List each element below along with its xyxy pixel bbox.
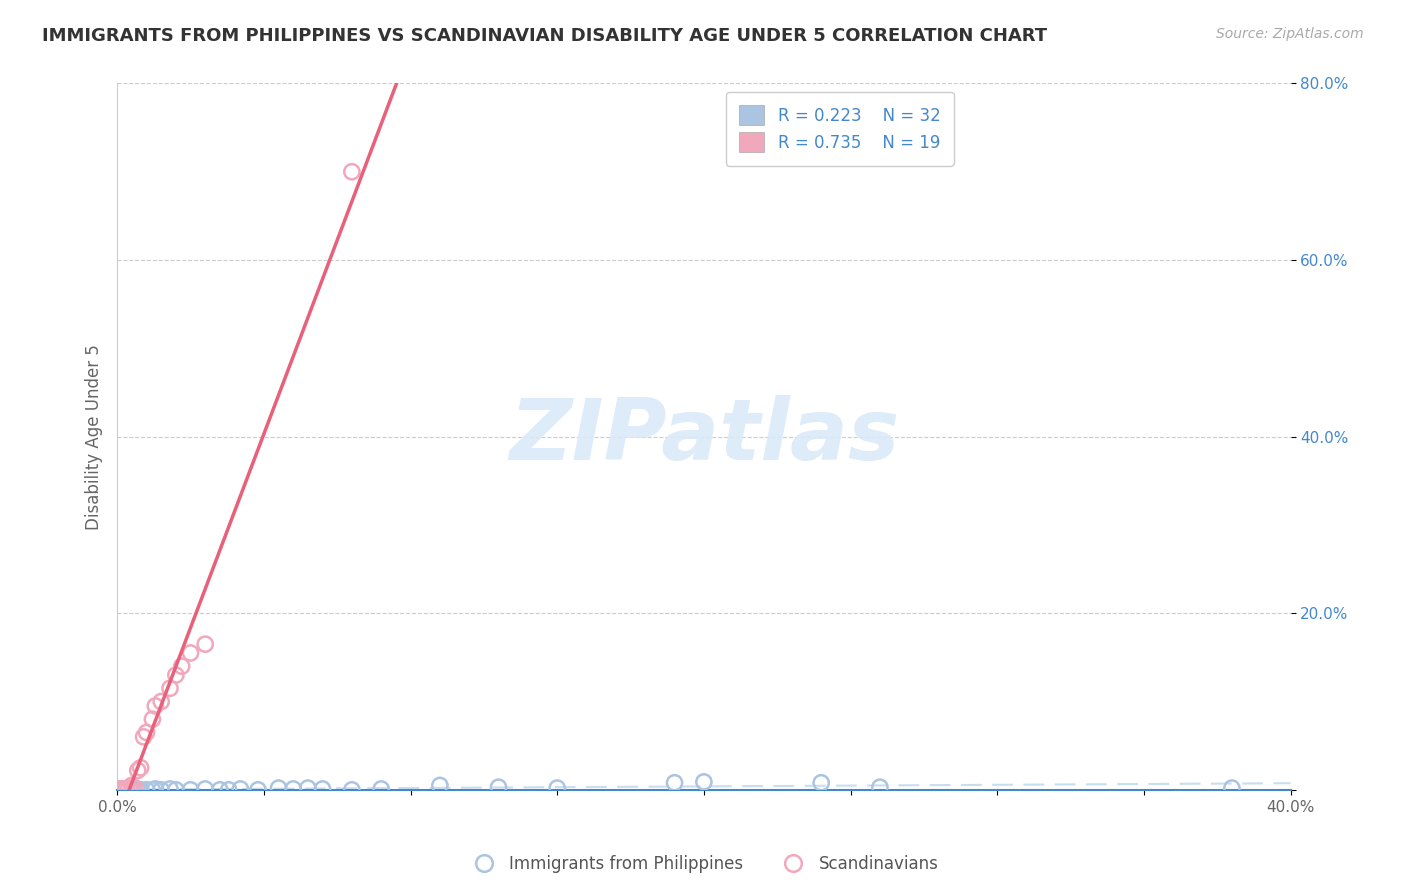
Point <box>135 782 157 797</box>
Point <box>112 781 135 796</box>
Point <box>340 782 363 797</box>
Point <box>165 668 187 682</box>
Point <box>664 776 686 790</box>
Point <box>159 781 181 796</box>
Point <box>121 782 143 797</box>
Point <box>141 712 163 726</box>
Point <box>297 780 319 795</box>
Point <box>127 782 149 797</box>
Point <box>141 782 163 797</box>
Point <box>340 165 363 179</box>
Text: IMMIGRANTS FROM PHILIPPINES VS SCANDINAVIAN DISABILITY AGE UNDER 5 CORRELATION C: IMMIGRANTS FROM PHILIPPINES VS SCANDINAV… <box>42 27 1047 45</box>
Point <box>283 781 305 796</box>
Point <box>180 646 202 660</box>
Point <box>429 779 451 793</box>
Point <box>135 725 157 739</box>
Point <box>180 782 202 797</box>
Point <box>194 637 217 651</box>
Point <box>129 782 152 797</box>
Point <box>127 764 149 778</box>
Point <box>267 780 290 795</box>
Point <box>118 780 141 795</box>
Point <box>165 782 187 797</box>
Point <box>112 782 135 797</box>
Point <box>143 781 166 796</box>
Point <box>108 781 131 796</box>
Point <box>115 781 138 796</box>
Legend: R = 0.223    N = 32, R = 0.735    N = 19: R = 0.223 N = 32, R = 0.735 N = 19 <box>725 92 953 166</box>
Text: Source: ZipAtlas.com: Source: ZipAtlas.com <box>1216 27 1364 41</box>
Point <box>246 782 269 797</box>
Point <box>150 694 173 708</box>
Point <box>121 779 143 793</box>
Point <box>170 659 193 673</box>
Point <box>488 780 510 794</box>
Point <box>115 781 138 796</box>
Point <box>1220 780 1243 795</box>
Point <box>869 780 891 794</box>
Y-axis label: Disability Age Under 5: Disability Age Under 5 <box>86 343 103 530</box>
Point <box>194 781 217 796</box>
Point <box>693 775 716 789</box>
Legend: Immigrants from Philippines, Scandinavians: Immigrants from Philippines, Scandinavia… <box>461 848 945 880</box>
Point <box>159 681 181 696</box>
Point <box>143 698 166 713</box>
Text: ZIPatlas: ZIPatlas <box>509 395 898 478</box>
Point <box>311 781 333 796</box>
Point <box>208 782 231 797</box>
Point <box>370 781 392 796</box>
Point <box>108 781 131 796</box>
Point <box>229 781 252 796</box>
Point <box>150 782 173 797</box>
Point <box>129 761 152 775</box>
Point <box>218 782 240 797</box>
Point <box>132 730 155 744</box>
Point <box>810 776 832 790</box>
Point <box>546 780 568 795</box>
Point <box>124 780 146 795</box>
